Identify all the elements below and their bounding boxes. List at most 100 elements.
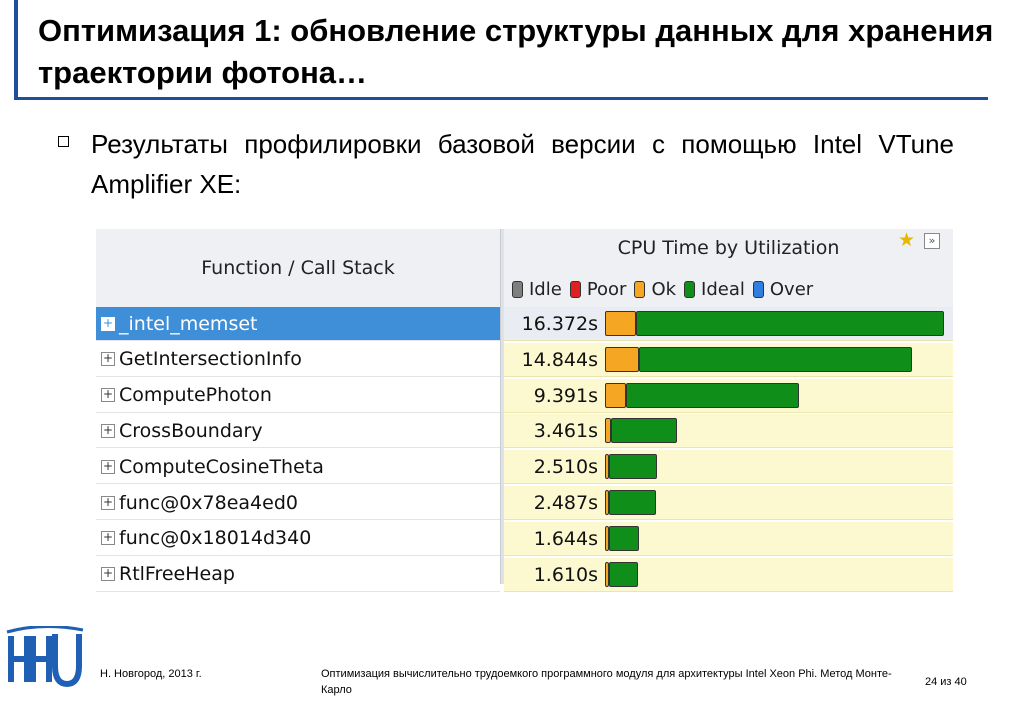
column-splitter[interactable] [500,229,504,584]
table-row[interactable]: + RtlFreeHeap 1.610s [96,557,953,592]
bar-segment-ok [605,418,611,444]
legend-item-over: Over [752,279,814,300]
legend-item-ideal: Ideal [684,279,745,300]
utilization-legend: Idle Poor Ok Ideal Over [512,279,813,300]
cpu-time-cell[interactable]: 1.644s [504,521,953,556]
legend-swatch-idle [512,281,523,298]
function-cell[interactable]: + _intel_memset [96,307,500,341]
utilization-bar [605,311,944,336]
legend-label: Ok [651,279,677,300]
legend-swatch-ideal [684,281,696,298]
footer-location: Н. Новгород, 2013 г. [100,668,202,680]
function-name: CrossBoundary [119,419,263,442]
cpu-time-value: 14.844s [521,348,598,371]
expand-column-icon[interactable]: » [924,233,940,249]
cpu-time-value: 9.391s [533,384,598,407]
function-cell[interactable]: + ComputeCosineTheta [96,450,500,485]
function-name: RtlFreeHeap [119,563,235,586]
table-row[interactable]: + func@0x18014d340 1.644s [96,521,953,556]
bar-segment-ideal [635,311,944,336]
bar-segment-ok [605,525,609,551]
slide-title: Оптимизация 1: обновление структуры данн… [38,13,994,90]
utilization-bar [605,561,639,587]
legend-item-ok: Ok [634,279,676,300]
legend-label: Over [769,279,814,300]
expand-plus-icon[interactable]: + [101,494,115,510]
cpu-time-cell[interactable]: 2.487s [504,486,953,520]
cpu-time-cell[interactable]: 2.510s [504,450,953,485]
bar-segment-ideal [609,454,657,480]
cpu-time-value: 3.461s [533,420,598,443]
utilization-bar [605,346,913,372]
bar-segment-ideal [609,561,639,587]
function-name: GetIntersectionInfo [119,348,302,371]
table-row[interactable]: + ComputeCosineTheta 2.510s [96,450,953,485]
table-row[interactable]: + ComputePhoton 9.391s [96,378,953,413]
bar-segment-ok [605,561,609,587]
cpu-time-value: 16.372s [521,313,598,335]
expand-plus-icon[interactable]: + [101,530,115,546]
function-cell[interactable]: + GetIntersectionInfo [96,342,500,377]
bar-segment-ok [605,346,639,372]
table-row[interactable]: + GetIntersectionInfo 14.844s [96,342,953,377]
cpu-time-cell[interactable]: 1.610s [504,557,953,592]
legend-item-idle: Idle [512,279,562,300]
function-cell[interactable]: + RtlFreeHeap [96,557,500,592]
column-header-cpu-time[interactable]: CPU Time by Utilization ★ » Idle Poor Ok Id… [504,229,953,308]
cpu-time-header-label: CPU Time by Utilization [617,237,840,259]
title-underline [14,97,988,100]
function-name: ComputePhoton [119,384,272,407]
bar-segment-ideal [610,418,677,444]
function-name: func@0x18014d340 [119,527,312,550]
bar-segment-ideal [626,382,800,408]
utilization-bar [605,490,657,515]
legend-label: Ideal [701,279,745,300]
utilization-bar [605,454,657,480]
cpu-time-cell[interactable]: 14.844s [504,342,953,377]
legend-item-poor: Poor [569,279,627,300]
table-row[interactable]: + _intel_memset 16.372s [96,307,953,341]
expand-plus-icon[interactable]: + [101,351,115,367]
function-cell[interactable]: + ComputePhoton [96,378,500,413]
table-row[interactable]: + CrossBoundary 3.461s [96,414,953,449]
bar-segment-ok [605,490,609,515]
expand-plus-icon[interactable]: + [101,566,115,582]
legend-swatch-ok [634,281,646,298]
utilization-bar [605,418,677,444]
expand-plus-icon[interactable]: + [101,458,115,474]
function-name: func@0x78ea4ed0 [119,491,298,514]
function-name: _intel_memset [119,312,258,335]
utilization-bar [605,525,640,551]
bar-segment-ok [605,454,609,480]
bar-segment-ideal [609,490,657,515]
page-number: 24 из 40 [925,676,967,688]
function-cell[interactable]: + CrossBoundary [96,414,500,449]
legend-label: Poor [586,279,627,300]
cpu-time-value: 1.610s [533,563,598,586]
cpu-time-cell[interactable]: 3.461s [504,414,953,449]
table-row[interactable]: + func@0x78ea4ed0 2.487s [96,486,953,520]
cpu-time-value: 2.487s [533,492,598,514]
title-accent-bar [14,0,18,98]
star-icon[interactable]: ★ [898,229,916,251]
function-cell[interactable]: + func@0x78ea4ed0 [96,486,500,520]
vtune-results-table: Function / Call Stack CPU Time by Utiliz… [96,229,953,592]
function-name: ComputeCosineTheta [119,455,324,478]
bar-segment-ok [605,311,636,336]
column-header-function[interactable]: Function / Call Stack [96,229,500,308]
expand-plus-icon[interactable]: + [101,422,115,438]
bar-segment-ideal [638,346,913,372]
cpu-time-cell[interactable]: 16.372s [504,307,953,341]
function-cell[interactable]: + func@0x18014d340 [96,521,500,556]
bullet-text: Результаты профилировки базовой версии с… [91,129,954,199]
cpu-time-value: 2.510s [533,456,598,479]
cpu-time-value: 1.644s [533,527,598,550]
legend-swatch-over [752,281,764,298]
footer-course-title: Оптимизация вычислительно трудоемкого пр… [321,668,892,696]
cpu-time-cell[interactable]: 9.391s [504,378,953,413]
bullet-square-icon [58,136,69,147]
expand-plus-icon[interactable]: + [101,315,115,331]
expand-plus-icon[interactable]: + [101,387,115,403]
bar-segment-ok [605,382,627,408]
bar-segment-ideal [609,525,640,551]
